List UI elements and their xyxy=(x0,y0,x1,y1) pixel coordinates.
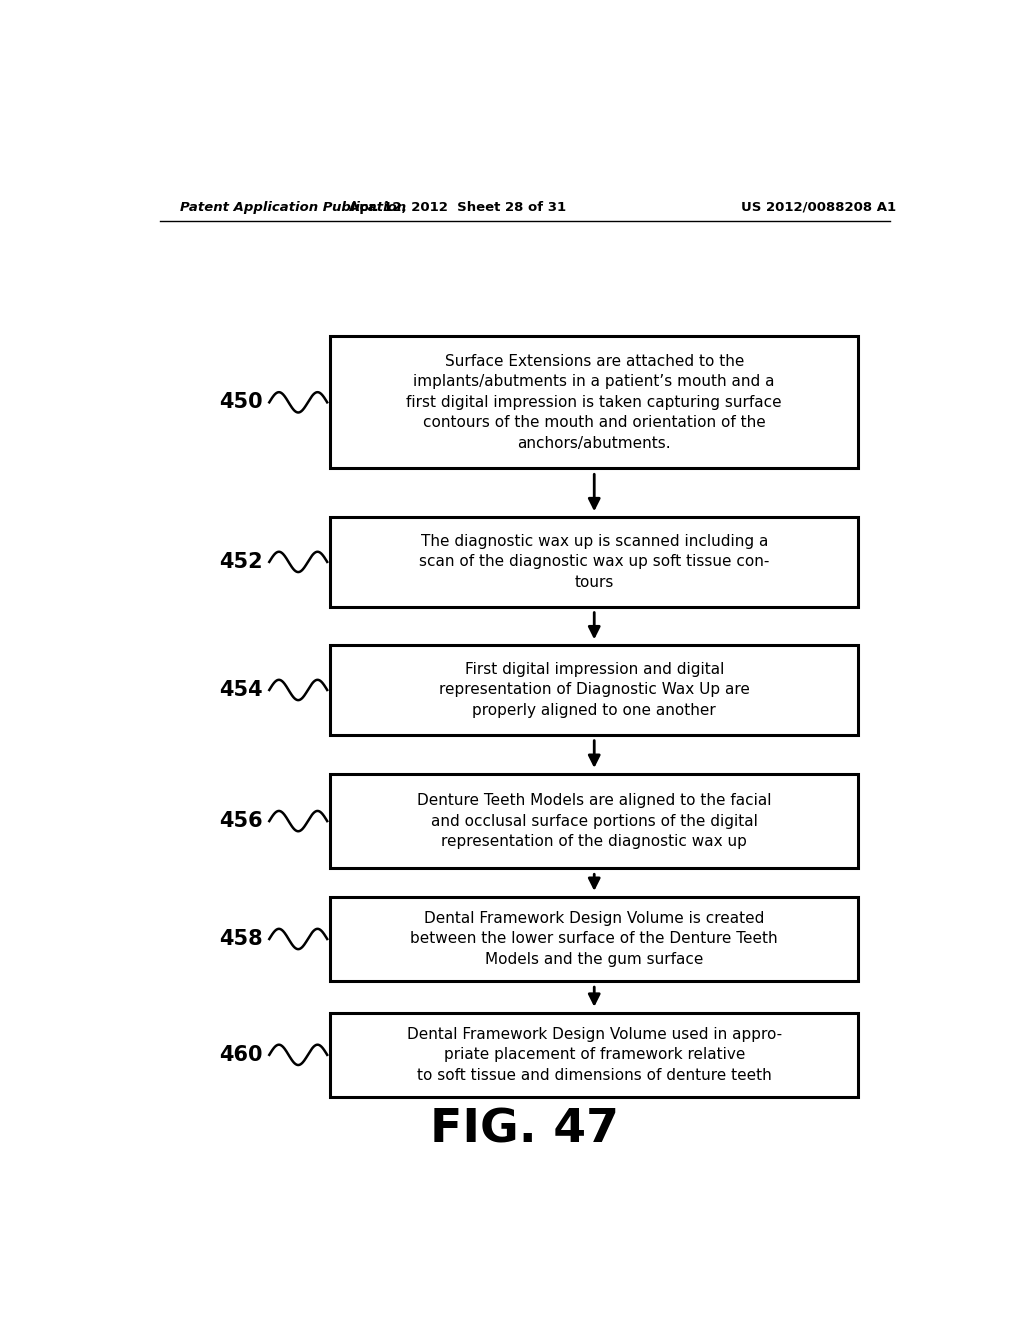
Bar xyxy=(331,774,858,869)
Text: 456: 456 xyxy=(219,810,263,832)
Bar xyxy=(331,645,858,735)
Text: 450: 450 xyxy=(219,392,263,412)
Text: US 2012/0088208 A1: US 2012/0088208 A1 xyxy=(741,201,896,214)
Text: 460: 460 xyxy=(219,1045,263,1065)
Text: The diagnostic wax up is scanned including a
scan of the diagnostic wax up soft : The diagnostic wax up is scanned includi… xyxy=(419,535,769,590)
Bar xyxy=(331,337,858,469)
Text: Surface Extensions are attached to the
implants/abutments in a patient’s mouth a: Surface Extensions are attached to the i… xyxy=(407,354,782,450)
Text: FIG. 47: FIG. 47 xyxy=(430,1107,620,1152)
Text: 454: 454 xyxy=(219,680,263,700)
Text: 458: 458 xyxy=(219,929,263,949)
Text: 452: 452 xyxy=(219,552,263,572)
Bar xyxy=(331,517,858,607)
Text: First digital impression and digital
representation of Diagnostic Wax Up are
pro: First digital impression and digital rep… xyxy=(439,663,750,718)
Text: Dental Framework Design Volume used in appro-
priate placement of framework rela: Dental Framework Design Volume used in a… xyxy=(407,1027,781,1082)
Text: Denture Teeth Models are aligned to the facial
and occlusal surface portions of : Denture Teeth Models are aligned to the … xyxy=(417,793,771,849)
Text: Patent Application Publication: Patent Application Publication xyxy=(179,201,406,214)
Bar xyxy=(331,1012,858,1097)
Text: Dental Framework Design Volume is created
between the lower surface of the Dentu: Dental Framework Design Volume is create… xyxy=(411,911,778,966)
Text: Apr. 12, 2012  Sheet 28 of 31: Apr. 12, 2012 Sheet 28 of 31 xyxy=(349,201,566,214)
Bar xyxy=(331,896,858,981)
